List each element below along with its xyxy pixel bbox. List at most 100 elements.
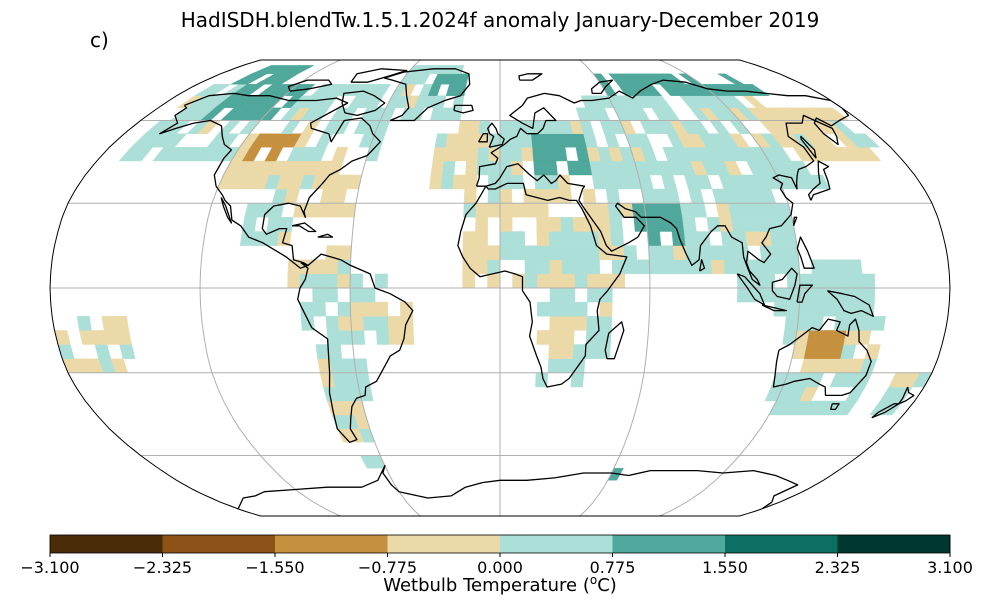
anomaly-cell [716,73,745,85]
coast-baja [220,197,233,224]
anomaly-cell [624,259,638,275]
colorbar-swatch [725,535,838,553]
coast-novaya-zemlya [590,79,614,95]
anomaly-cell [477,147,490,162]
anomaly-cell [241,217,258,232]
anomaly-cell [723,259,738,275]
anomaly-cell [520,133,533,148]
anomaly-cell [574,273,588,289]
anomaly-cell [574,245,588,260]
anomaly-cell [561,245,575,260]
anomaly-cell [858,316,874,331]
anomaly-cell [798,301,813,317]
anomaly-cell [362,287,376,303]
anomaly-cell [312,287,326,303]
anomaly-cell [729,120,751,134]
anomaly-cell [573,231,587,246]
anomaly-cell [114,316,130,331]
anomaly-cell [773,259,788,275]
anomaly-cell [499,147,512,162]
map-title: HadISDH.blendTw.1.5.1.2024f anomaly Janu… [180,8,820,32]
coast-australia [772,318,872,397]
anomaly-cell [722,245,737,260]
anomaly-cell [574,301,588,317]
anomaly-cell [374,301,389,317]
anomaly-cell [475,231,488,246]
anomaly-cell [537,301,551,317]
anomaly-cell [673,259,688,275]
anomaly-cell [848,259,863,275]
longitude-gridline [199,60,341,516]
colorbar-tick-label: 0.000 [477,558,523,577]
anomaly-cell [464,174,478,190]
anomaly-cell [560,344,574,359]
anomaly-cell [536,245,551,260]
anomaly-cell [784,316,799,331]
anomaly-cell [326,330,341,345]
anomaly-cell [524,259,538,275]
anomaly-cell [562,287,576,303]
anomaly-cell [487,259,501,275]
coast-baffin [341,90,386,117]
anomaly-cell [524,273,538,289]
anomaly-cell [337,316,352,331]
anomaly-cell [487,245,501,260]
anomaly-cell [786,273,801,289]
anomaly-cell [609,217,624,232]
anomaly-cell [558,188,573,204]
anomaly-cell [547,358,562,373]
anomaly-cell [499,245,513,260]
anomaly-cell [488,147,501,162]
coast-ireland [478,133,489,143]
anomaly-cell [290,65,315,74]
coast-iceland [453,104,474,114]
anomaly-cell [557,174,571,190]
coast-hispaniola [317,233,334,238]
anomaly-cell [510,147,523,162]
anomaly-cell [373,84,391,96]
anomaly-cell [633,217,648,232]
anomaly-cell [512,245,526,260]
coast-north-america [159,92,381,269]
coast-antarctica [237,464,799,510]
anomaly-cell [549,316,563,331]
anomaly-cell [549,245,563,260]
anomaly-cell [833,316,849,331]
anomaly-cell [823,259,838,275]
anomaly-cell [458,120,471,134]
anomaly-cell [349,273,363,289]
anomaly-cell [861,273,876,289]
anomaly-cell [351,330,366,345]
anomaly-cell [238,120,261,134]
anomaly-cell [673,245,687,260]
anomaly-cell [772,245,787,260]
anomaly-cell [537,273,551,289]
colorbar-tick-label: −0.775 [357,558,418,577]
anomaly-cell [548,330,563,345]
anomaly-cell [510,133,522,148]
anomaly-cell [544,160,558,176]
anomaly-cell [467,133,480,148]
anomaly-cell [430,160,445,176]
anomaly-cell [329,358,345,373]
anomaly-cell [584,344,599,359]
anomaly-cell [709,120,731,134]
anomaly-cell [387,316,402,331]
anomaly-cell [312,259,327,275]
anomaly-cell [54,330,71,345]
anomaly-cell [686,259,700,275]
anomaly-cell [337,301,351,317]
anomaly-grid-cells [54,65,933,481]
anomaly-cell [475,203,489,218]
anomaly-cell [317,203,333,218]
anomaly-cell [531,133,544,148]
anomaly-cell [871,316,886,331]
coast-tasmania [830,403,840,411]
anomaly-cell [287,273,301,289]
anomaly-cell [636,259,651,275]
longitude-gridline [349,60,421,516]
anomaly-cell [649,259,663,275]
anomaly-cell [452,174,466,190]
anomaly-cell [399,301,414,317]
anomaly-cell [535,188,549,204]
